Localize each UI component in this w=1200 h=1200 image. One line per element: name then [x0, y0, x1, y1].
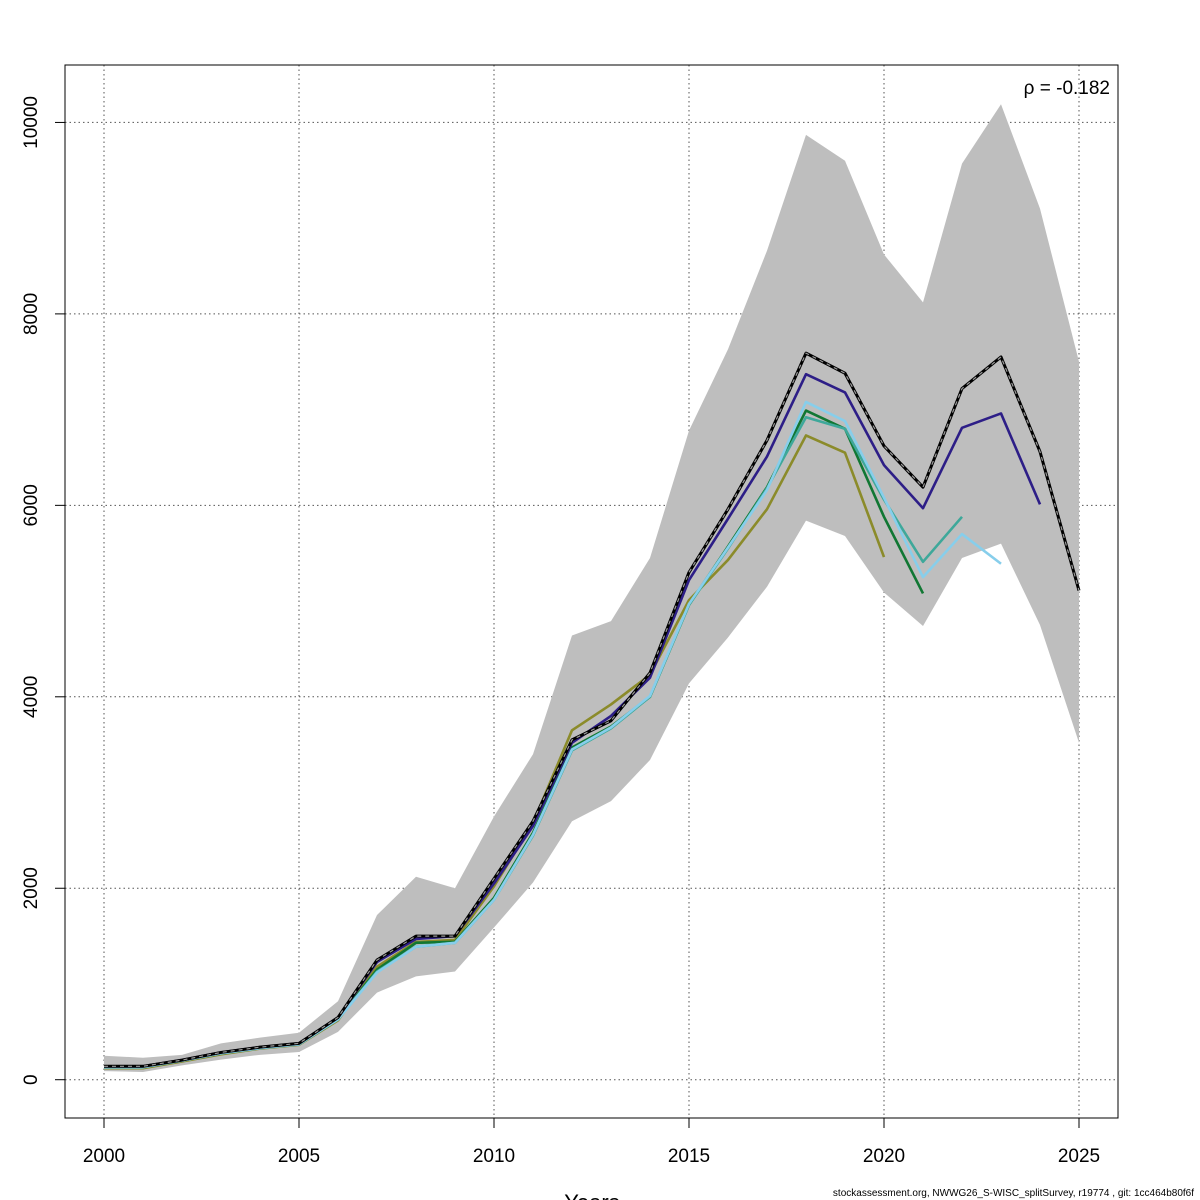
series-layer	[104, 351, 1081, 1070]
y-tick-label-8000: 8000	[21, 293, 42, 335]
y-tick-label-2000: 2000	[21, 867, 42, 909]
plot-frame	[64, 64, 1119, 1119]
x-tick-label-2005: 2005	[278, 1146, 320, 1167]
y-tick-label-4000: 4000	[21, 676, 42, 718]
y-tick-label-0: 0	[21, 1074, 42, 1085]
confidence-band	[104, 104, 1079, 1073]
footer-credit: stockassessment.org, NWWG26_S-WISC_split…	[833, 1188, 1194, 1199]
series-line-base-dash	[104, 352, 1080, 1067]
x-tick-label-2000: 2000	[83, 1146, 125, 1167]
confidence-band-layer	[104, 104, 1079, 1073]
x-axis-title: Years	[564, 1190, 619, 1200]
x-tick-label-2020: 2020	[863, 1146, 905, 1167]
x-tick-label-2025: 2025	[1058, 1146, 1100, 1167]
rho-annotation: ρ = -0.182	[1024, 78, 1110, 99]
x-tick-label-2015: 2015	[668, 1146, 710, 1167]
y-tick-label-10000: 10000	[21, 96, 42, 149]
x-tick-label-2010: 2010	[473, 1146, 515, 1167]
axes: 2000 2005 2010 2015 2020 2025 0 2000 4000 6000 800…	[21, 64, 1119, 1167]
y-tick-label-6000: 6000	[21, 484, 42, 526]
